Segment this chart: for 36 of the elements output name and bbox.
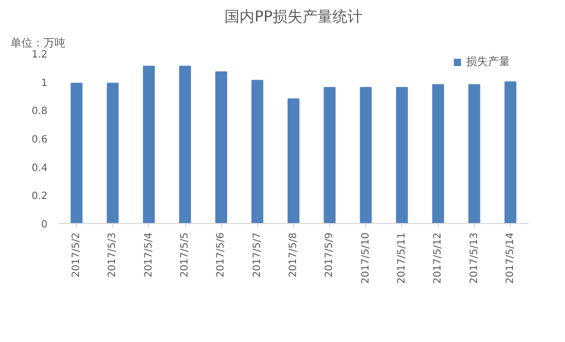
x-tick-label: 2017/5/13 [468,232,480,284]
y-tick-label: 0.2 [32,191,48,202]
x-tick-label: 2017/5/2 [71,232,82,278]
bar [468,84,480,224]
y-tick-label: 0 [41,220,48,230]
x-tick-label: 2017/5/10 [360,232,372,284]
x-tick-label: 2017/5/7 [252,232,263,278]
bar [396,87,408,224]
x-tick-label: 2017/5/9 [324,232,336,278]
x-tick-label: 2017/5/6 [216,232,227,278]
chart-title: 国内PP损失产量统计 [224,8,363,26]
x-tick-label: 2017/5/8 [288,232,299,278]
y-tick-label: 1 [41,78,48,89]
y-tick-label: 0.4 [32,162,48,174]
bar [432,84,444,224]
x-tick-label: 2017/5/5 [180,232,191,278]
y-axis-title: 单位：万吨 [10,36,66,50]
bar [215,71,228,224]
x-tick-label: 2017/5/14 [504,232,516,284]
bar [106,82,119,224]
x-tick-label: 2017/5/4 [143,232,154,278]
bar [360,87,372,224]
bar [251,80,264,224]
bar [288,98,300,224]
bar [179,66,191,224]
bar [324,87,336,224]
legend-label: 损失产量 [466,54,510,69]
bar [504,81,516,224]
bar [142,66,155,224]
x-tick-label: 2017/5/12 [432,232,444,284]
y-tick-label: 1.2 [32,50,48,60]
y-tick-label: 0.6 [32,134,48,146]
y-tick-label: 0.8 [32,106,48,118]
x-tick-label: 2017/5/3 [107,232,118,278]
x-tick-label: 2017/5/11 [396,232,408,284]
bar [70,82,82,224]
